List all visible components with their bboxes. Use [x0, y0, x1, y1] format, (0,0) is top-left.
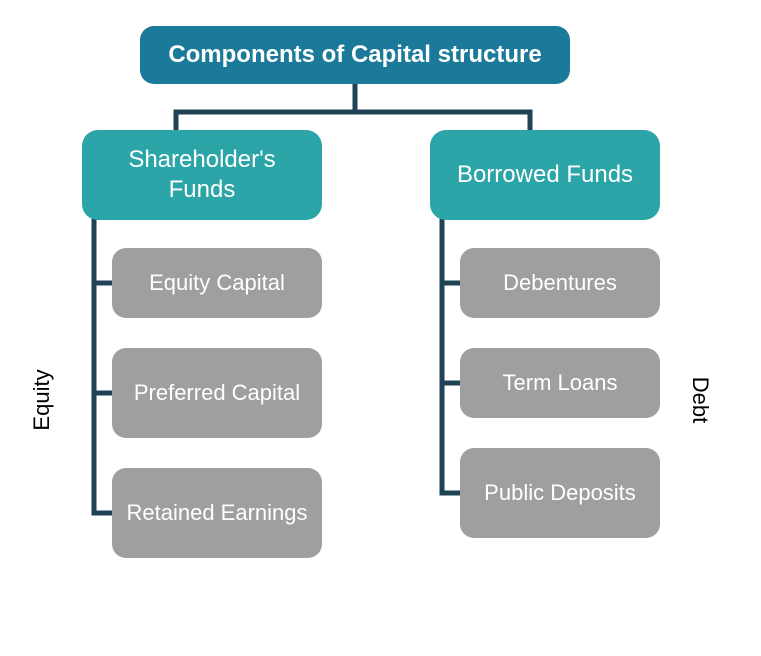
debentures-label: Debentures — [503, 269, 617, 297]
retained-earnings-node: Retained Earnings — [112, 468, 322, 558]
debt-side-text: Debt — [688, 377, 713, 423]
shareholders-header: Shareholder's Funds — [82, 130, 322, 220]
retained-earnings-label: Retained Earnings — [126, 499, 307, 527]
equity-capital-label: Equity Capital — [149, 269, 285, 297]
borrowed-header-label: Borrowed Funds — [457, 160, 633, 190]
equity-side-label: Equity — [29, 369, 55, 430]
public-deposits-node: Public Deposits — [460, 448, 660, 538]
root-node: Components of Capital structure — [140, 26, 570, 84]
debt-side-label: Debt — [687, 377, 713, 423]
shareholders-header-label: Shareholder's Funds — [92, 145, 312, 205]
borrowed-header: Borrowed Funds — [430, 130, 660, 220]
debentures-node: Debentures — [460, 248, 660, 318]
preferred-capital-node: Preferred Capital — [112, 348, 322, 438]
term-loans-label: Term Loans — [503, 369, 618, 397]
equity-side-text: Equity — [29, 369, 54, 430]
root-label: Components of Capital structure — [168, 40, 541, 70]
equity-capital-node: Equity Capital — [112, 248, 322, 318]
connector-lines — [0, 0, 761, 656]
term-loans-node: Term Loans — [460, 348, 660, 418]
public-deposits-label: Public Deposits — [484, 479, 636, 507]
preferred-capital-label: Preferred Capital — [134, 379, 300, 407]
